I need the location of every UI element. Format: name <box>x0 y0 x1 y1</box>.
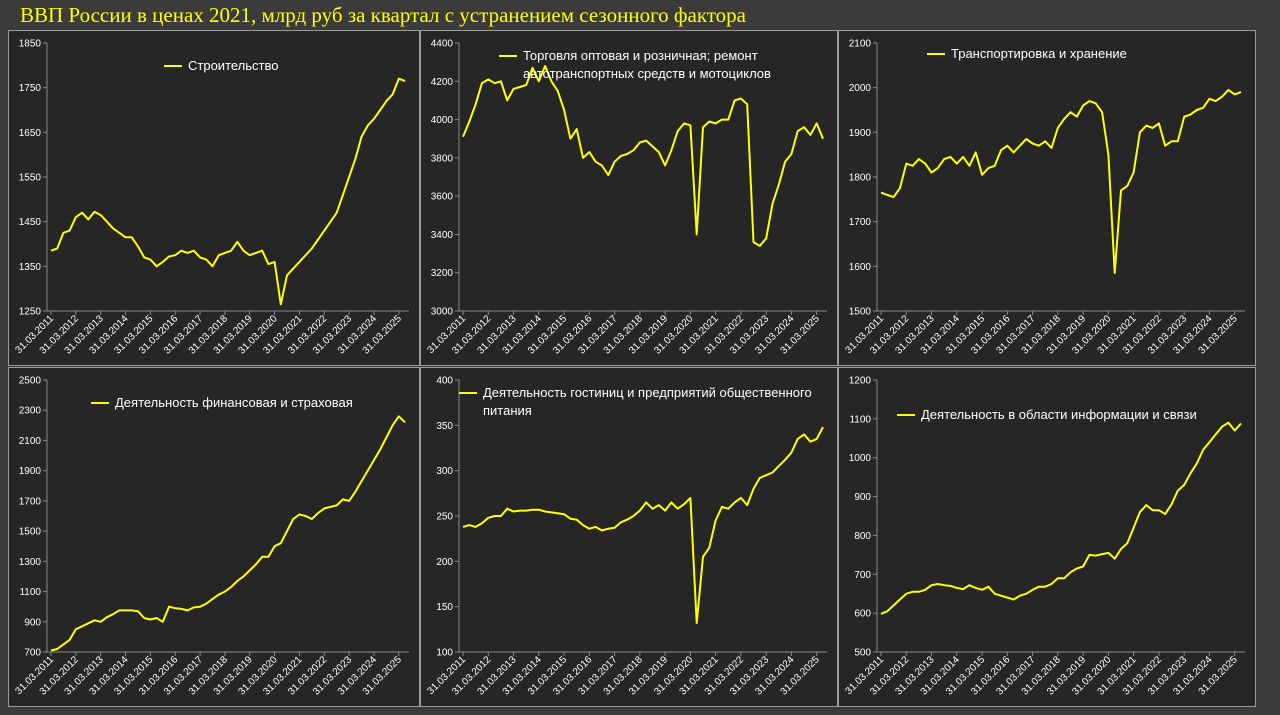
y-tick-label: 1250 <box>19 307 42 318</box>
y-tick-label: 1300 <box>19 557 42 568</box>
y-tick-label: 1900 <box>849 128 872 139</box>
legend-swatch <box>164 65 182 67</box>
y-tick-label: 700 <box>24 648 41 659</box>
y-tick-label: 900 <box>854 492 871 503</box>
legend-swatch <box>499 55 517 57</box>
chart-panel: 700 900 1100 1300 1500 1700 1900 2100 2300 2500 31… <box>8 367 420 707</box>
chart: 3000320034003600380040004200440031.03.20… <box>425 39 827 357</box>
y-tick-label: 2500 <box>19 376 42 387</box>
legend: Деятельность в области информации и связ… <box>897 406 1251 424</box>
y-tick-label: 200 <box>436 557 453 568</box>
y-tick-label: 1100 <box>19 587 41 598</box>
legend: Торговля оптовая и розничная; ремонт авт… <box>499 47 803 83</box>
y-tick-label: 3400 <box>431 230 454 241</box>
y-tick-label: 1700 <box>849 217 872 228</box>
data-line <box>50 415 406 652</box>
data-line <box>50 77 406 306</box>
y-tick-label: 800 <box>854 531 871 542</box>
y-tick-label: 1350 <box>19 262 42 273</box>
legend-swatch <box>897 414 915 416</box>
legend-label: Торговля оптовая и розничная; ремонт авт… <box>523 48 771 81</box>
y-tick-label: 3000 <box>431 307 454 318</box>
legend-swatch <box>91 402 109 404</box>
y-tick-label: 2300 <box>19 406 42 417</box>
y-tick-label: 3600 <box>431 192 454 203</box>
legend-label: Транспортировка и хранение <box>951 46 1127 61</box>
chart-panel: 100 150 200 250 300 350 400 31.03.2011 31.03.201… <box>420 367 838 707</box>
y-tick-label: 1100 <box>849 414 871 425</box>
chart-panel: 500 600 700 800 900 1000 1100 1200 31.03.2011 31.… <box>838 367 1256 707</box>
page-title: ВВП России в ценах 2021, млрд руб за ква… <box>20 3 746 27</box>
y-tick-label: 2100 <box>19 436 42 447</box>
y-tick-label: 2000 <box>849 83 872 94</box>
y-tick-label: 1450 <box>19 217 42 228</box>
y-tick-label: 350 <box>436 421 453 432</box>
chart: 10015020025030035040031.03.201131.03.201… <box>425 376 827 698</box>
data-line <box>880 88 1242 274</box>
y-tick-label: 2100 <box>849 39 872 50</box>
legend: Строительство <box>164 57 388 75</box>
y-tick-label: 1500 <box>849 307 872 318</box>
y-tick-label: 100 <box>436 648 453 659</box>
y-tick-label: 150 <box>436 602 453 613</box>
y-tick-label: 1200 <box>849 376 872 387</box>
legend-swatch <box>459 392 477 394</box>
y-tick-label: 1900 <box>19 466 42 477</box>
y-tick-label: 250 <box>436 512 453 523</box>
y-tick-label: 4400 <box>431 39 454 50</box>
y-tick-label: 1800 <box>849 173 872 184</box>
y-tick-label: 4200 <box>431 77 454 88</box>
legend: Деятельность финансовая и страховая <box>91 394 415 412</box>
legend-swatch <box>927 53 945 55</box>
y-tick-label: 3800 <box>431 153 454 164</box>
y-tick-label: 900 <box>24 617 41 628</box>
legend: Транспортировка и хранение <box>927 45 1251 63</box>
chart-panel: 1250 1350 1450 1550 1650 1750 1850 31.03.2011 31… <box>8 30 420 366</box>
chart: 50060070080090010001100120031.03.201131.… <box>843 376 1245 698</box>
y-tick-label: 1750 <box>19 83 42 94</box>
y-tick-label: 4000 <box>431 115 454 126</box>
y-tick-label: 400 <box>436 376 453 387</box>
legend-label: Строительство <box>188 58 279 73</box>
y-tick-label: 1600 <box>849 262 872 273</box>
legend: Деятельность гостиниц и предприятий обще… <box>459 384 843 420</box>
chart-panel: 1500 1600 1700 1800 1900 2000 2100 31.03.2011 31… <box>838 30 1256 366</box>
data-line <box>462 65 824 247</box>
y-tick-label: 1000 <box>849 453 872 464</box>
chart: 150016001700180019002000210031.03.201131… <box>843 39 1245 357</box>
y-tick-label: 1500 <box>19 527 42 538</box>
y-tick-label: 3200 <box>431 268 454 279</box>
data-line <box>462 426 824 624</box>
data-line <box>880 421 1242 615</box>
y-tick-label: 500 <box>854 648 871 659</box>
y-tick-label: 1550 <box>19 173 42 184</box>
y-tick-label: 1700 <box>19 496 42 507</box>
y-tick-label: 600 <box>854 609 871 620</box>
legend-label: Деятельность в области информации и связ… <box>921 407 1197 422</box>
chart: 125013501450155016501750185031.03.201131… <box>13 39 409 357</box>
chart: 7009001100130015001700190021002300250031… <box>13 376 409 698</box>
legend-label: Деятельность финансовая и страховая <box>115 395 353 410</box>
y-tick-label: 700 <box>854 570 871 581</box>
y-tick-label: 300 <box>436 466 453 477</box>
y-tick-label: 1650 <box>19 128 42 139</box>
chart-panel: 3000 3200 3400 3600 3800 4000 4200 4400 31.03.20… <box>420 30 838 366</box>
y-tick-label: 1850 <box>19 39 42 50</box>
legend-label: Деятельность гостиниц и предприятий обще… <box>483 385 812 418</box>
